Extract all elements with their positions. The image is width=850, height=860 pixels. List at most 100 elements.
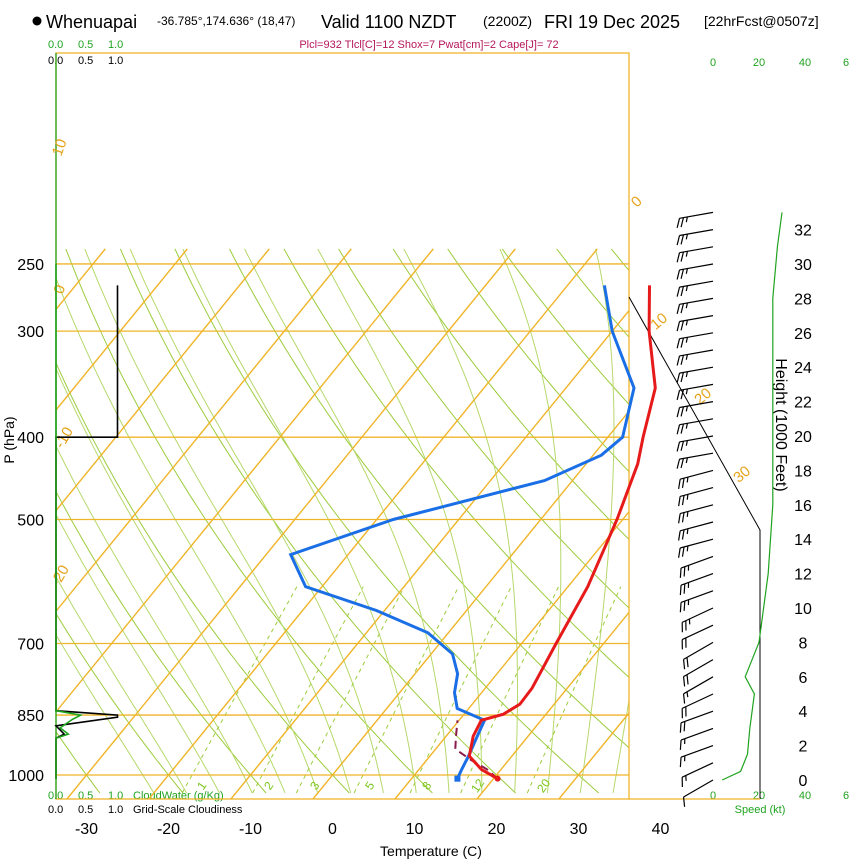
wind-barb-feather (682, 796, 686, 807)
wind-barb-feather (680, 303, 685, 314)
temperature-tick-label: 30 (570, 821, 588, 838)
cloudiness-axis-label: Grid-Scale Cloudiness (133, 804, 243, 816)
plot-frame (55, 52, 630, 800)
wind-barb-half-feather (686, 528, 689, 535)
moist-adiabat-line (317, 248, 483, 793)
wind-barb-shaft (683, 779, 714, 798)
moist-adiabat-line (182, 248, 417, 794)
mixing-ratio-label: 12 (468, 776, 487, 795)
wind-bottom-tick-2: 40 (799, 790, 811, 802)
dry-adiabat-line (119, 248, 516, 794)
moist-adiabat-line (56, 367, 286, 794)
height-tick-label: 18 (794, 463, 812, 480)
wind-barb-feather (680, 337, 685, 348)
moist-adiabat-line (56, 575, 188, 794)
wind-barb-half-feather (685, 233, 688, 240)
wind-barb (676, 332, 714, 349)
wind-barb-shaft (683, 676, 714, 695)
wind-barb-half-feather (685, 251, 688, 257)
wind-barb (678, 487, 714, 507)
wind-barb-feather (678, 496, 681, 507)
dry-adiabat-line (56, 361, 350, 794)
wind-barb (682, 779, 714, 807)
height-tick-label: 22 (794, 395, 812, 412)
wind-barb-shaft (680, 469, 714, 480)
dry-adiabat-line (666, 249, 850, 793)
wind-barb-feather (682, 659, 686, 670)
mixing-ratio-line (460, 586, 559, 794)
dry-adiabat-line (338, 248, 629, 609)
height-tick-label: 16 (794, 498, 812, 515)
temperature-line (467, 285, 657, 781)
height-tick-label: 20 (794, 429, 812, 446)
wind-barb (676, 401, 714, 418)
wind-barb-shaft (683, 659, 714, 678)
temperature-tick-label: 40 (652, 821, 670, 838)
wind-barb-feather (679, 602, 682, 613)
wind-barb-shaft (679, 211, 714, 219)
wind-barb (676, 246, 714, 263)
wind-barb (678, 504, 714, 524)
wind-barb-feather (678, 479, 681, 490)
wind-top-tick-0: 0 (710, 57, 716, 69)
cloudwater-top-tick-0: 0.0 (48, 39, 63, 51)
wind-barb-feather (682, 693, 686, 704)
isotherm-line (56, 248, 434, 713)
wind-barb (676, 315, 714, 332)
height-axis-title: Height (1000 Feet) (772, 358, 789, 491)
wind-barb-feather (678, 530, 681, 541)
wind-barb-half-feather (685, 423, 688, 429)
wind-barb (679, 590, 714, 613)
moist-adiabat-line (56, 513, 220, 794)
isotherm-line (56, 248, 188, 412)
isotherm-line (714, 249, 850, 810)
wind-barb (676, 452, 714, 469)
cloudiness-top-tick-2: 1.0 (108, 55, 123, 67)
wind-barb (679, 727, 714, 750)
moist-adiabat-line (129, 248, 384, 794)
wind-barb-feather (680, 234, 685, 245)
wind-barb-feather (676, 338, 681, 349)
station-dot-icon (32, 16, 42, 26)
wind-barb (676, 418, 714, 435)
mixing-ratio-line (353, 586, 460, 794)
wind-barb (678, 469, 714, 490)
wind-barb-feather (676, 252, 681, 263)
wind-barb-feather (676, 441, 681, 452)
wind-barb-feather (680, 320, 685, 331)
wind-barb (682, 676, 714, 704)
isotherm-label: 10 (49, 137, 71, 158)
isotherm-label: -20 (47, 562, 73, 589)
mixing-ratio-line (181, 586, 298, 794)
height-tick-label: 24 (794, 360, 812, 377)
station-name: Whenuapai (46, 12, 137, 32)
forecast-date: FRI 19 Dec 2025 (544, 12, 680, 32)
utc-time: (2200Z) (483, 13, 532, 29)
wind-top-tick-1: 20 (753, 57, 765, 69)
pressure-tick-label: 250 (17, 257, 44, 274)
wind-barb-feather (683, 721, 686, 732)
wind-barb (676, 211, 714, 229)
wind-barb-shaft (680, 573, 714, 586)
wind-barb-feather (679, 567, 682, 578)
wind-barb-shaft (681, 624, 714, 641)
wind-barb-feather (681, 546, 685, 557)
dry-adiabat-line (447, 248, 629, 473)
wind-barb-half-feather (685, 268, 688, 274)
height-tick-label: 28 (794, 291, 812, 308)
wind-barb (681, 624, 714, 650)
station-coords: -36.785°,174.636° (18,47) (157, 14, 295, 28)
wind-barb-feather (682, 676, 686, 687)
wind-barb-feather (678, 513, 681, 524)
wind-barb-half-feather (685, 371, 688, 378)
wind-barb (679, 555, 714, 578)
wind-speed-axis-label: Speed (kt) (735, 804, 786, 816)
surface-temperature-marker (494, 775, 501, 782)
wind-barb-feather (676, 407, 681, 418)
wind-barb-feather (678, 547, 681, 558)
wind-barb-shaft (681, 693, 714, 709)
wind-barb-shaft (679, 418, 714, 426)
height-tick-label: 30 (794, 257, 812, 274)
wind-barb-shaft (679, 229, 714, 237)
wind-barb-feather (679, 722, 682, 733)
